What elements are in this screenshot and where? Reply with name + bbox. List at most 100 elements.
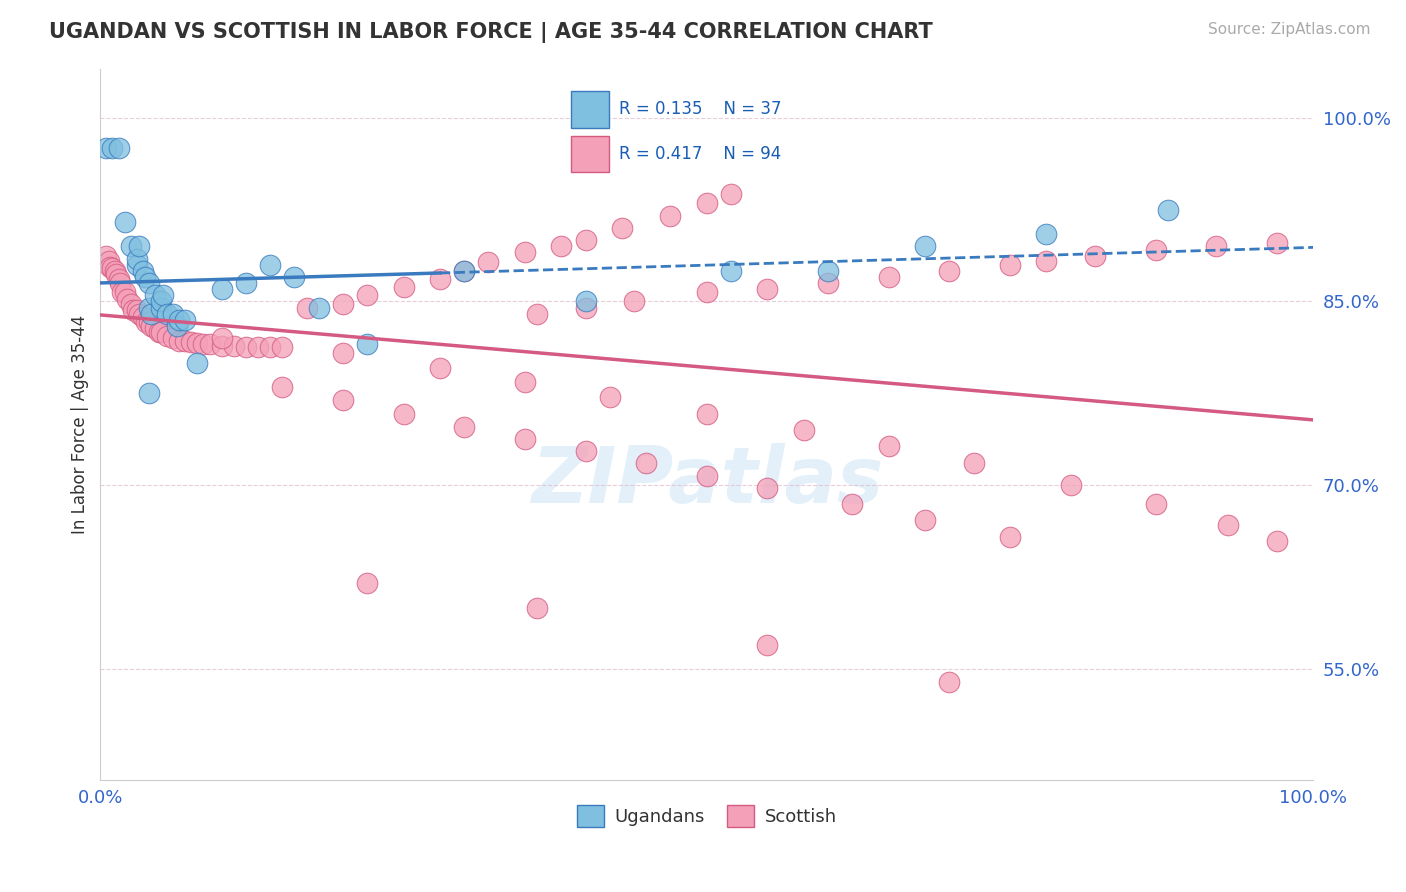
Point bbox=[101, 141, 124, 155]
Point bbox=[134, 269, 156, 284]
Point bbox=[720, 186, 742, 201]
Point bbox=[332, 346, 354, 360]
Point bbox=[162, 307, 184, 321]
Point bbox=[186, 336, 208, 351]
Point bbox=[128, 307, 150, 321]
Point bbox=[135, 315, 157, 329]
Point bbox=[599, 390, 621, 404]
Point bbox=[720, 264, 742, 278]
Point bbox=[513, 432, 536, 446]
Point bbox=[429, 360, 451, 375]
Point bbox=[295, 301, 318, 315]
Text: Source: ZipAtlas.com: Source: ZipAtlas.com bbox=[1208, 22, 1371, 37]
Point bbox=[198, 337, 221, 351]
Point bbox=[211, 282, 233, 296]
Point bbox=[574, 294, 596, 309]
Point bbox=[174, 334, 197, 348]
Point bbox=[180, 334, 202, 349]
Point bbox=[453, 264, 475, 278]
Point bbox=[550, 239, 572, 253]
Point bbox=[162, 331, 184, 345]
Point bbox=[111, 285, 134, 299]
Point bbox=[659, 209, 682, 223]
Point bbox=[513, 245, 536, 260]
Point bbox=[96, 141, 118, 155]
Point bbox=[152, 288, 174, 302]
Point bbox=[938, 264, 960, 278]
Point bbox=[392, 407, 415, 421]
Point bbox=[526, 601, 548, 615]
Point bbox=[148, 325, 170, 339]
Point bbox=[120, 297, 142, 311]
Point bbox=[283, 269, 305, 284]
Point bbox=[143, 321, 166, 335]
Point bbox=[623, 294, 645, 309]
Point bbox=[513, 376, 536, 390]
Point bbox=[235, 276, 257, 290]
Point bbox=[914, 239, 936, 253]
Point bbox=[332, 392, 354, 407]
Point bbox=[963, 456, 986, 470]
Point bbox=[211, 338, 233, 352]
Point bbox=[167, 313, 190, 327]
Point bbox=[756, 638, 779, 652]
Point bbox=[247, 340, 270, 354]
Point bbox=[108, 276, 131, 290]
Point bbox=[356, 576, 378, 591]
Point bbox=[1144, 243, 1167, 257]
Point bbox=[138, 386, 160, 401]
Point bbox=[1265, 235, 1288, 250]
Text: ZIPatlas: ZIPatlas bbox=[530, 443, 883, 519]
Point bbox=[1218, 517, 1240, 532]
Point bbox=[1265, 533, 1288, 548]
Point bbox=[101, 261, 124, 276]
Point bbox=[356, 337, 378, 351]
Point bbox=[120, 239, 142, 253]
Point bbox=[193, 337, 215, 351]
Point bbox=[211, 331, 233, 345]
Point bbox=[107, 141, 129, 155]
Point bbox=[429, 272, 451, 286]
Point bbox=[817, 276, 839, 290]
Point bbox=[914, 513, 936, 527]
Point bbox=[150, 301, 173, 315]
Legend: Ugandans, Scottish: Ugandans, Scottish bbox=[569, 798, 844, 835]
Point bbox=[453, 264, 475, 278]
Point bbox=[96, 249, 118, 263]
Point bbox=[105, 268, 128, 282]
Point bbox=[938, 674, 960, 689]
Point bbox=[98, 260, 121, 274]
Point bbox=[356, 288, 378, 302]
Point bbox=[259, 340, 281, 354]
Point bbox=[332, 297, 354, 311]
Point bbox=[392, 279, 415, 293]
Point bbox=[186, 356, 208, 370]
Point bbox=[574, 233, 596, 247]
Point bbox=[308, 301, 330, 315]
Point bbox=[128, 239, 150, 253]
Point bbox=[114, 285, 136, 299]
Point bbox=[115, 292, 138, 306]
Point bbox=[453, 419, 475, 434]
Point bbox=[696, 468, 718, 483]
Point bbox=[817, 264, 839, 278]
Point bbox=[138, 301, 160, 315]
Point bbox=[259, 258, 281, 272]
Point bbox=[156, 307, 179, 321]
Point bbox=[174, 313, 197, 327]
Point bbox=[877, 439, 900, 453]
Point bbox=[138, 315, 160, 329]
Point bbox=[1205, 239, 1227, 253]
Point bbox=[1144, 497, 1167, 511]
Point bbox=[574, 301, 596, 315]
Point bbox=[143, 288, 166, 302]
Point bbox=[1035, 227, 1057, 241]
Point bbox=[167, 334, 190, 348]
Point bbox=[107, 272, 129, 286]
Point bbox=[141, 307, 163, 321]
Point bbox=[150, 294, 173, 309]
Point bbox=[150, 325, 173, 339]
Point bbox=[477, 255, 499, 269]
Point bbox=[610, 220, 633, 235]
Point bbox=[222, 338, 245, 352]
